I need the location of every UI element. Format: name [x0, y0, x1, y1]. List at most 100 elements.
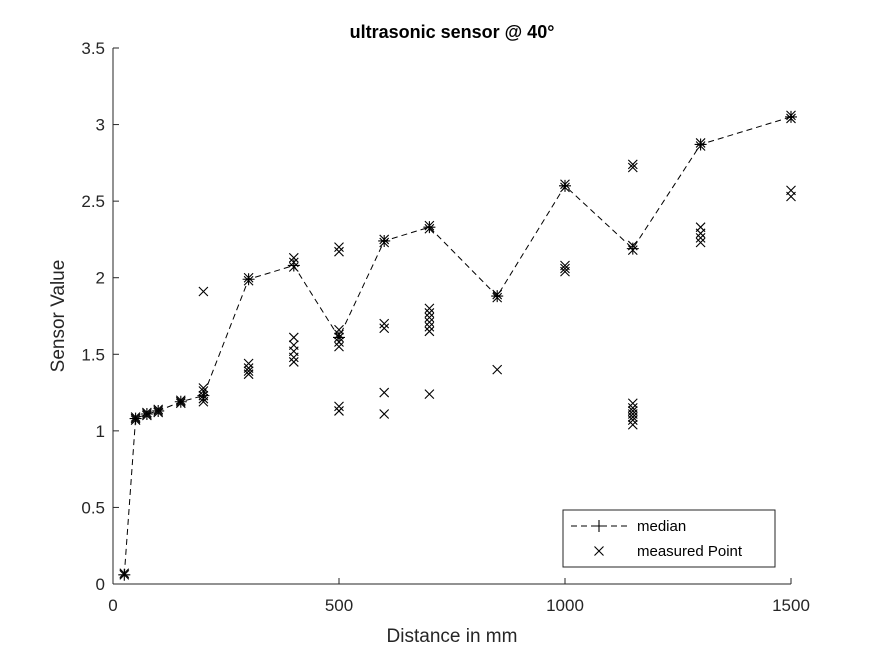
- measured-point: [627, 402, 638, 413]
- median-point: [559, 179, 571, 192]
- measured-point: [119, 569, 130, 580]
- measured-point: [243, 275, 254, 286]
- measured-point: [198, 383, 209, 393]
- series-measured-point: [119, 110, 796, 580]
- measured-point: [492, 292, 503, 303]
- median-point: [423, 221, 436, 234]
- measured-point: [695, 222, 706, 233]
- measured-point: [379, 318, 390, 329]
- measured-point: [130, 415, 141, 426]
- measured-point: [695, 233, 706, 243]
- measured-point: [119, 568, 130, 579]
- measured-point: [288, 332, 299, 343]
- y-tick-label: 0.5: [81, 498, 105, 517]
- measured-point: [379, 409, 390, 419]
- measured-point: [142, 410, 152, 421]
- measured-point: [334, 341, 344, 352]
- y-tick-label: 1.5: [81, 345, 105, 364]
- y-tick-label: 2.5: [81, 192, 105, 211]
- measured-point: [786, 110, 796, 121]
- measured-point: [198, 393, 209, 404]
- x-axis-label: Distance in mm: [387, 626, 518, 647]
- measured-point: [379, 234, 390, 245]
- measured-point: [695, 138, 706, 148]
- measured-point: [627, 245, 638, 256]
- measured-point: [695, 237, 706, 248]
- measured-point: [424, 326, 435, 337]
- median-point: [378, 234, 391, 247]
- y-tick-label: 3.5: [81, 39, 105, 58]
- measured-point: [424, 389, 435, 399]
- y-ticks: 0 0.5 1 1.5 2 2.5 3 3.5: [81, 39, 119, 594]
- measured-point: [288, 257, 299, 268]
- median-line: [123, 116, 792, 575]
- measured-point: [243, 366, 254, 377]
- x-tick-label: 1000: [546, 596, 584, 615]
- x-ticks: 0 500 1000 1500: [108, 578, 810, 615]
- measured-point: [560, 263, 570, 274]
- measured-point: [153, 404, 164, 415]
- measured-point: [288, 252, 299, 263]
- measured-point: [627, 162, 638, 173]
- measured-point: [334, 406, 344, 416]
- measured-point: [334, 332, 344, 343]
- measured-point: [424, 223, 435, 234]
- measured-point: [560, 179, 570, 190]
- x-tick-label: 1500: [772, 596, 810, 615]
- measured-point: [560, 260, 570, 271]
- median-point: [242, 273, 255, 286]
- y-tick-label: 1: [96, 422, 105, 441]
- measured-point: [492, 364, 503, 375]
- measured-point: [627, 406, 638, 416]
- y-tick-label: 3: [96, 116, 105, 135]
- measured-point: [175, 398, 186, 409]
- y-tick-label: 0: [96, 575, 105, 594]
- median-point: [287, 259, 300, 272]
- measured-point: [334, 246, 344, 257]
- measured-point: [492, 289, 503, 300]
- legend-box: [562, 509, 776, 568]
- y-tick-label: 2: [96, 269, 105, 288]
- measured-point: [560, 182, 570, 193]
- plot-area: 0 500 1000 1500 0 0.5 1 1.5 2 2.5 3 3.5: [81, 39, 810, 615]
- measured-point: [198, 386, 209, 396]
- measured-point: [786, 113, 796, 124]
- measured-point: [424, 303, 435, 314]
- legend: median measured Point: [562, 509, 776, 568]
- measured-point: [424, 321, 435, 332]
- measured-point: [142, 409, 152, 419]
- x-tick-label: 500: [325, 596, 353, 615]
- measured-point: [288, 340, 299, 350]
- measured-point: [379, 387, 390, 398]
- measured-point: [334, 242, 344, 252]
- median-point: [694, 138, 707, 151]
- measured-point: [379, 237, 390, 248]
- measured-point: [334, 329, 344, 340]
- measured-point: [334, 337, 344, 347]
- measured-point: [424, 308, 435, 318]
- measured-point: [243, 363, 254, 373]
- measured-point: [243, 272, 254, 283]
- measured-point: [175, 396, 186, 407]
- median-point: [785, 110, 797, 123]
- legend-median-label: median: [637, 518, 686, 535]
- measured-point: [288, 357, 299, 367]
- measured-point: [288, 262, 299, 272]
- median-point: [491, 290, 504, 303]
- x-tick-label: 0: [108, 596, 117, 615]
- measured-point: [175, 395, 186, 406]
- measured-point: [198, 390, 209, 401]
- measured-point: [627, 398, 638, 409]
- measured-point: [153, 406, 164, 416]
- measured-point: [334, 401, 344, 412]
- measured-point: [627, 159, 638, 170]
- measured-point: [424, 317, 435, 328]
- measured-point: [334, 324, 344, 335]
- measured-point: [243, 358, 254, 369]
- legend-measured-label: measured Point: [637, 543, 743, 560]
- measured-point: [695, 141, 706, 151]
- chart-title: ultrasonic sensor @ 40°: [350, 22, 555, 42]
- legend-median-plus-marker: [593, 520, 605, 532]
